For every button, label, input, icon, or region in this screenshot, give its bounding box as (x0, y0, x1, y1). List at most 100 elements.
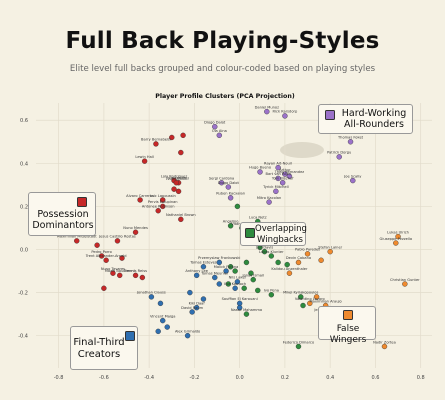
x-tick-label: 0.6 (371, 375, 379, 381)
data-point-overlapping (261, 248, 268, 255)
data-point-possession (178, 149, 184, 156)
data-point-false_wingers (304, 251, 311, 257)
data-point-overlapping (243, 259, 250, 266)
data-point-hard_working (347, 139, 354, 145)
point-label: Alex Grimaldo (175, 329, 200, 333)
legend-swatch-possession (77, 197, 87, 207)
point-label: Devin Cabana (286, 256, 311, 260)
data-point-final_third (232, 285, 238, 291)
data-point-hard_working (282, 171, 288, 177)
data-point-final_third (200, 296, 207, 302)
point-label: Ola Aina (212, 129, 227, 133)
data-point-possession (160, 203, 166, 210)
point-label: Pervis Estupinan (148, 200, 178, 204)
data-point-false_wingers (318, 257, 324, 263)
data-point-final_third (164, 324, 170, 330)
data-point-possession (153, 141, 159, 147)
data-point-possession (141, 158, 148, 164)
data-point-overlapping (295, 343, 302, 350)
point-label: Patrick Dorgu (327, 151, 351, 155)
data-point-possession (101, 285, 107, 291)
data-point-final_third (234, 279, 241, 285)
data-point-possession (103, 257, 109, 263)
data-point-possession (173, 180, 179, 186)
y-tick-label: -0.2 (18, 291, 28, 297)
legend-swatch-final-third (125, 331, 135, 341)
legend-possession: Possession Dominantors (28, 192, 96, 236)
legend-swatch-overlapping (245, 228, 255, 238)
legend-label-overlapping: Overlapping Wingbacks (255, 224, 307, 245)
data-point-possession (178, 216, 184, 223)
data-point-hard_working (227, 195, 234, 201)
point-label: Tom Bischof (271, 177, 294, 181)
data-point-possession (98, 253, 105, 259)
data-point-possession (94, 242, 100, 248)
point-label: Giuseppe Pezzella (380, 237, 413, 241)
point-label: Nassir Mahamma (231, 308, 262, 312)
point-label: Alvaro Carreras (126, 194, 154, 198)
data-point-overlapping (268, 253, 275, 259)
legend-label-final-third: Final-Third Creators (73, 337, 125, 360)
chart-ticks: -0.8 -0.6 -0.4 -0.2 0.0 0.2 0.4 0.6 0.8 0.6 0.4 0.2… (18, 118, 424, 381)
y-tick-label: 0.2 (20, 204, 28, 210)
point-label: Angelino (223, 220, 239, 224)
point-label: Diogo Dalot (218, 181, 240, 185)
data-point-possession (110, 270, 116, 276)
data-point-hard_working (350, 177, 356, 184)
point-label: Tomas Meunier (200, 271, 229, 275)
data-point-hard_working (225, 184, 232, 190)
point-label: Mitro Kacolan (257, 196, 281, 200)
point-label: Bart van Rooij (266, 172, 291, 176)
data-point-false_wingers (393, 240, 399, 246)
data-point-final_third (216, 281, 222, 287)
page-title: Full Back Playing-Styles (65, 28, 380, 54)
point-label: Barry Bernabeisi (141, 138, 171, 142)
legend-label-possession: Possession Dominantors (32, 209, 94, 231)
point-label: Souffian El Karouani (222, 297, 258, 301)
data-point-final_third (193, 304, 200, 311)
point-label: Dennis Reiss (124, 269, 147, 273)
data-point-overlapping (268, 292, 275, 298)
point-label: Nuno Tavares (101, 267, 125, 271)
point-label: Trent Alexander-Arnold (85, 254, 127, 258)
chart-grid (36, 103, 432, 368)
data-point-final_third (189, 309, 195, 315)
data-point-overlapping (243, 311, 250, 317)
point-label: Vincent Maiga (150, 314, 175, 318)
data-point-overlapping (225, 281, 232, 287)
x-tick-label: -0.4 (144, 375, 154, 381)
data-point-overlapping (284, 261, 290, 268)
point-label: Nils Laker (229, 276, 247, 280)
data-point-possession (117, 272, 123, 279)
data-point-hard_working (279, 180, 286, 186)
x-tick-label: -0.6 (99, 375, 109, 381)
data-point-hard_working (275, 175, 281, 182)
point-label: Rick Karsdorp (273, 110, 298, 114)
data-point-false_wingers (307, 300, 313, 307)
data-point-hard_working (336, 154, 342, 160)
data-point-hard_working (257, 169, 263, 175)
x-tick-label: 0.2 (281, 375, 289, 381)
data-point-overlapping (232, 268, 238, 274)
point-label: Ilya Kornoch (224, 282, 246, 286)
point-label: Jude Bessel (167, 177, 189, 181)
point-label: Ivo Pena (264, 289, 279, 293)
y-tick-label: -0.4 (18, 334, 28, 340)
legend-label-hard-working: Hard-Working All-Rounders (341, 108, 407, 130)
data-point-final_third (157, 300, 164, 307)
point-label: Ruben Kacxalan (216, 192, 245, 196)
data-point-overlapping (255, 287, 261, 294)
data-point-possession (137, 197, 143, 203)
legend-swatch-false-wingers (343, 310, 353, 320)
point-label: Anthony Lee (185, 269, 208, 273)
point-label: Lukas Ulrich (387, 230, 409, 234)
point-label: Nathaniel Brown (166, 213, 196, 217)
point-label: Mazin Boulemmi (105, 269, 135, 273)
point-label: Kalidou Anzenthaler (271, 267, 308, 271)
point-label: Jonathan Clauss (136, 291, 166, 295)
y-tick-label: 0.6 (20, 118, 28, 124)
data-point-overlapping (275, 259, 281, 266)
point-label: Lola Rodriguez (161, 174, 188, 178)
